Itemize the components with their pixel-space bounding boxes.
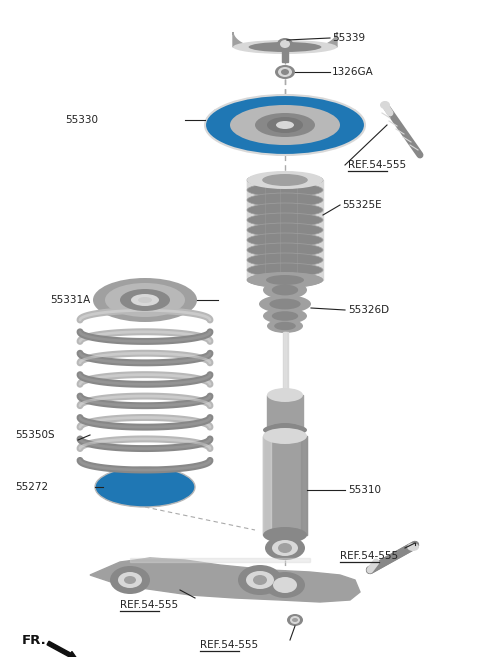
Ellipse shape bbox=[280, 40, 290, 48]
Ellipse shape bbox=[247, 213, 323, 227]
Ellipse shape bbox=[278, 67, 292, 77]
Ellipse shape bbox=[205, 95, 365, 155]
Ellipse shape bbox=[274, 322, 296, 330]
Ellipse shape bbox=[233, 40, 337, 54]
Text: REF.54-555: REF.54-555 bbox=[340, 551, 398, 561]
Ellipse shape bbox=[95, 467, 195, 507]
Polygon shape bbox=[90, 558, 360, 602]
Ellipse shape bbox=[247, 233, 323, 247]
Bar bbox=[280, 283, 290, 290]
Bar bbox=[130, 558, 310, 562]
Ellipse shape bbox=[263, 424, 307, 436]
Bar bbox=[267, 395, 303, 430]
Ellipse shape bbox=[247, 173, 323, 187]
Text: 55272: 55272 bbox=[15, 482, 48, 492]
Ellipse shape bbox=[131, 294, 159, 306]
Ellipse shape bbox=[267, 319, 303, 333]
Ellipse shape bbox=[272, 284, 298, 296]
Ellipse shape bbox=[263, 527, 307, 543]
Text: FR.: FR. bbox=[22, 633, 47, 646]
Ellipse shape bbox=[95, 467, 195, 507]
Text: REF.54-555: REF.54-555 bbox=[348, 160, 406, 170]
FancyArrow shape bbox=[47, 641, 77, 657]
Polygon shape bbox=[233, 32, 337, 52]
Bar bbox=[247, 180, 262, 280]
Ellipse shape bbox=[247, 263, 323, 277]
Ellipse shape bbox=[93, 278, 197, 322]
Ellipse shape bbox=[253, 575, 267, 585]
Ellipse shape bbox=[107, 472, 183, 502]
Bar bbox=[282, 50, 288, 62]
Bar bbox=[263, 436, 307, 535]
Ellipse shape bbox=[255, 113, 315, 137]
Bar bbox=[283, 332, 288, 395]
Ellipse shape bbox=[246, 571, 274, 589]
Ellipse shape bbox=[272, 540, 298, 556]
Ellipse shape bbox=[247, 273, 323, 287]
Text: 55339: 55339 bbox=[332, 33, 365, 43]
Ellipse shape bbox=[267, 423, 303, 437]
Ellipse shape bbox=[247, 272, 323, 288]
Ellipse shape bbox=[249, 42, 322, 52]
Ellipse shape bbox=[281, 69, 289, 75]
Ellipse shape bbox=[133, 482, 157, 492]
Ellipse shape bbox=[263, 308, 307, 324]
Bar bbox=[163, 465, 203, 509]
Ellipse shape bbox=[247, 171, 323, 189]
Ellipse shape bbox=[123, 478, 167, 496]
Bar bbox=[247, 180, 323, 280]
Ellipse shape bbox=[110, 566, 150, 594]
Ellipse shape bbox=[275, 65, 295, 79]
Ellipse shape bbox=[247, 253, 323, 267]
Ellipse shape bbox=[247, 243, 323, 257]
Ellipse shape bbox=[120, 289, 170, 311]
Ellipse shape bbox=[269, 298, 300, 309]
Text: 55325E: 55325E bbox=[342, 200, 382, 210]
Polygon shape bbox=[205, 110, 235, 145]
Text: REF.54-555: REF.54-555 bbox=[200, 640, 258, 650]
Ellipse shape bbox=[267, 388, 303, 402]
Ellipse shape bbox=[278, 543, 292, 553]
Ellipse shape bbox=[247, 193, 323, 207]
Ellipse shape bbox=[265, 572, 305, 598]
Ellipse shape bbox=[267, 117, 303, 133]
Text: 1326GA: 1326GA bbox=[332, 67, 374, 77]
Ellipse shape bbox=[290, 616, 300, 624]
Ellipse shape bbox=[124, 576, 136, 584]
Ellipse shape bbox=[407, 543, 419, 551]
Ellipse shape bbox=[272, 311, 298, 321]
Text: 55326D: 55326D bbox=[348, 305, 389, 315]
Ellipse shape bbox=[259, 295, 311, 313]
Ellipse shape bbox=[263, 428, 307, 444]
Ellipse shape bbox=[277, 38, 293, 50]
Ellipse shape bbox=[205, 95, 365, 155]
Ellipse shape bbox=[276, 121, 294, 129]
Ellipse shape bbox=[138, 297, 152, 303]
Ellipse shape bbox=[262, 174, 308, 186]
Ellipse shape bbox=[238, 565, 282, 595]
Bar bbox=[284, 332, 286, 395]
Ellipse shape bbox=[247, 203, 323, 217]
Ellipse shape bbox=[230, 105, 340, 145]
Bar bbox=[263, 436, 271, 535]
Text: 55330: 55330 bbox=[65, 115, 98, 125]
Text: 55331A: 55331A bbox=[50, 295, 90, 305]
Bar bbox=[301, 436, 307, 535]
Ellipse shape bbox=[247, 183, 323, 197]
Ellipse shape bbox=[273, 577, 297, 593]
Ellipse shape bbox=[265, 536, 305, 560]
Ellipse shape bbox=[287, 614, 303, 626]
Text: REF.54-555: REF.54-555 bbox=[120, 600, 178, 610]
Ellipse shape bbox=[292, 618, 298, 622]
Text: 55350S: 55350S bbox=[15, 430, 55, 440]
Polygon shape bbox=[335, 110, 365, 145]
Text: 55310: 55310 bbox=[348, 485, 381, 495]
Ellipse shape bbox=[118, 572, 142, 588]
Ellipse shape bbox=[380, 101, 390, 109]
Ellipse shape bbox=[266, 275, 304, 285]
Ellipse shape bbox=[280, 280, 290, 286]
Ellipse shape bbox=[105, 283, 185, 317]
Ellipse shape bbox=[263, 281, 307, 299]
Ellipse shape bbox=[247, 223, 323, 237]
